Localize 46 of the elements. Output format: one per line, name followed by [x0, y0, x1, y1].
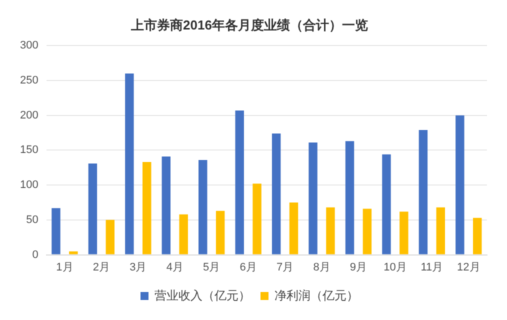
x-tick-label: 4月 — [166, 261, 184, 274]
x-tick-label: 7月 — [276, 261, 294, 274]
y-tick-label: 0 — [32, 248, 38, 261]
bar — [289, 202, 298, 254]
x-tick-label: 3月 — [130, 261, 147, 274]
y-tick-label: 100 — [20, 179, 38, 192]
bar — [326, 207, 335, 254]
bar — [436, 207, 445, 254]
y-tick-label: 50 — [26, 214, 38, 226]
bar — [162, 156, 171, 254]
bar — [345, 141, 354, 254]
bar — [473, 218, 482, 254]
bar — [106, 220, 115, 254]
y-tick-label: 300 — [20, 40, 38, 52]
bar — [308, 142, 318, 254]
bar — [142, 162, 152, 254]
bar — [456, 115, 464, 254]
bar — [252, 184, 262, 254]
bar — [179, 214, 188, 254]
x-tick-label: 12月 — [457, 261, 480, 274]
bar — [69, 251, 78, 254]
x-tick-label: 1月 — [56, 261, 74, 274]
x-tick-label: 6月 — [240, 261, 257, 274]
bar — [400, 212, 408, 254]
y-tick-label: 150 — [20, 144, 38, 156]
chart-title: 上市券商2016年各月度业绩（合计）一览 — [130, 17, 368, 32]
x-tick-label: 10月 — [384, 261, 407, 274]
x-tick-label: 9月 — [350, 261, 368, 274]
bar — [362, 208, 372, 254]
bar — [198, 160, 208, 254]
bar — [88, 163, 98, 254]
y-tick-label: 250 — [20, 74, 38, 86]
bar — [216, 210, 225, 254]
x-tick-label: 8月 — [313, 261, 330, 274]
bar — [125, 73, 134, 254]
legend-label: 营业收入（亿元） — [154, 288, 250, 302]
bar — [272, 133, 281, 254]
x-tick-label: 11月 — [420, 261, 444, 274]
y-tick-label: 200 — [20, 109, 38, 122]
legend-label: 净利润（亿元） — [274, 288, 358, 302]
bar — [418, 130, 428, 254]
bar — [235, 110, 244, 254]
bar — [382, 154, 391, 254]
x-tick-label: 2月 — [92, 261, 110, 274]
x-tick-label: 5月 — [203, 261, 220, 274]
bar — [52, 208, 60, 254]
